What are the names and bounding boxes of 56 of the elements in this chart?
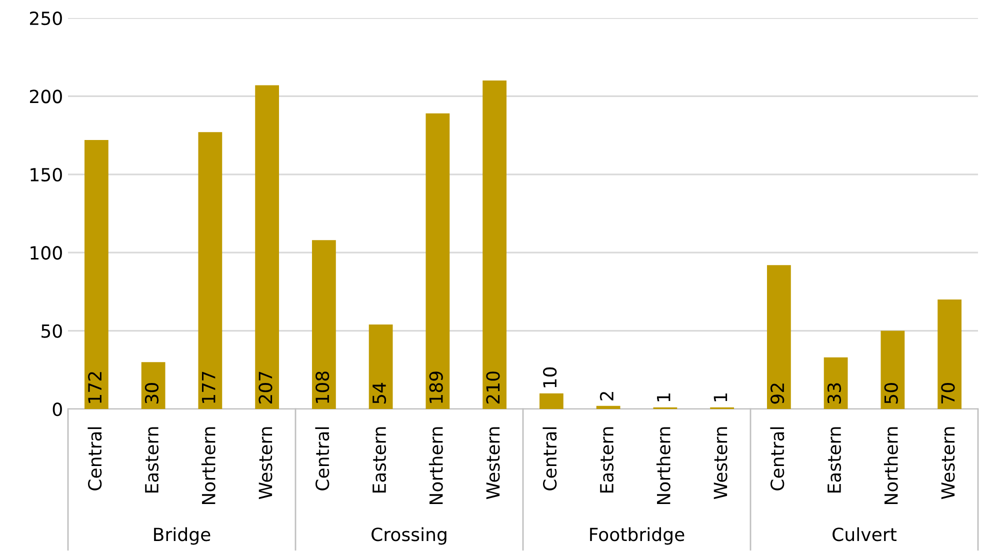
bar	[766, 265, 791, 409]
data-label: 1	[657, 393, 670, 402]
x-tick-label: Western	[258, 427, 272, 500]
bar	[368, 324, 393, 409]
data-label: 54	[372, 382, 386, 404]
bar	[312, 240, 336, 409]
x-tick-label: Western	[714, 427, 728, 500]
y-tick-label: 50	[42, 324, 62, 338]
bar	[824, 357, 848, 409]
bar	[84, 140, 108, 409]
text: Crossing	[372, 527, 446, 545]
x-tick-label: Eastern	[145, 427, 159, 493]
data-label: 70	[941, 383, 955, 404]
x-tick-label: Eastern	[600, 427, 614, 493]
x-tick-label: Eastern	[372, 427, 386, 493]
data-label: 10	[543, 367, 557, 388]
y-tick-label: 0	[52, 402, 62, 416]
data-label: 177	[202, 372, 216, 403]
y-tick-label: 250	[30, 11, 62, 26]
y-tick-label: 200	[30, 90, 62, 104]
text: Culvert	[832, 527, 896, 542]
data-label: 108	[316, 372, 330, 403]
data-label: 1	[714, 393, 728, 402]
bar	[482, 80, 507, 409]
bar	[198, 132, 222, 409]
x-tick-label: Northern	[884, 427, 898, 504]
x-tick-label: Central	[542, 427, 557, 490]
bar	[539, 393, 564, 409]
x-tick-label: Eastern	[828, 427, 842, 493]
text: Bridge	[154, 527, 210, 545]
data-label: 172	[88, 372, 102, 403]
data-label: 30	[144, 383, 159, 404]
data-label: 189	[429, 372, 443, 403]
bar	[141, 362, 166, 409]
bar	[255, 85, 280, 409]
data-label: 210	[486, 372, 500, 404]
y-tick-label: 100	[30, 246, 62, 260]
x-tick-label: Western	[486, 427, 500, 500]
x-tick-label: Northern	[656, 427, 670, 504]
bar	[426, 113, 450, 409]
x-tick-label: Northern	[201, 427, 216, 504]
bar	[938, 300, 962, 409]
x-tick-label: Central	[315, 427, 330, 490]
data-label: 92	[770, 384, 784, 404]
text: Footbridge	[590, 527, 684, 545]
y-tick-label: 150	[30, 168, 62, 182]
x-tick-label: Northern	[428, 427, 443, 504]
data-label: 207	[258, 372, 272, 404]
data-label: 50	[884, 383, 898, 404]
bar	[880, 330, 905, 409]
x-tick-label: Central	[770, 427, 784, 490]
data-label: 2	[600, 392, 614, 400]
data-label: 33	[827, 383, 842, 404]
bar	[596, 406, 620, 409]
x-tick-label: Central	[88, 427, 102, 490]
x-tick-label: Western	[941, 427, 955, 500]
